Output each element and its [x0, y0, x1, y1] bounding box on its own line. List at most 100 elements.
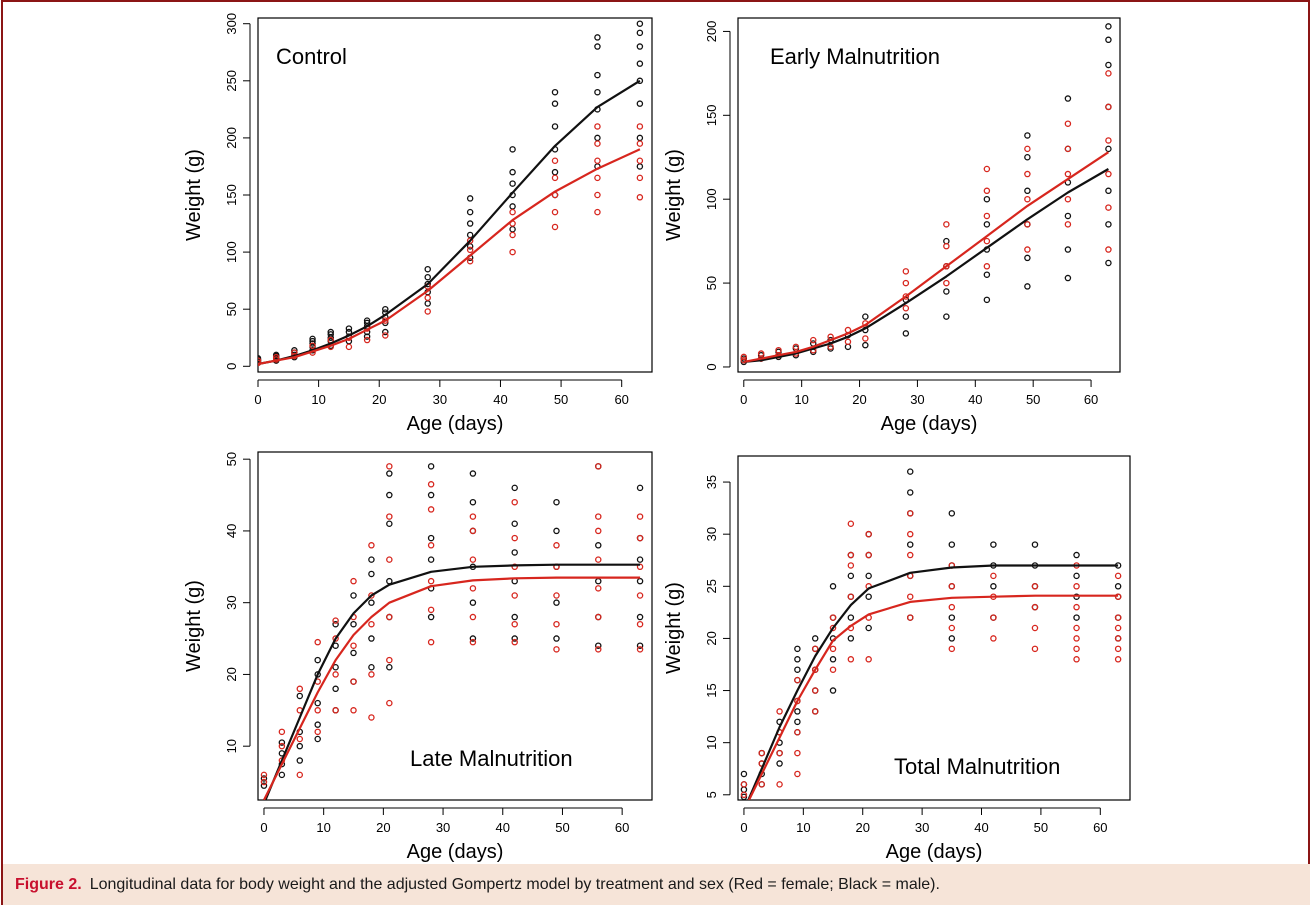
data-point-black: [345, 325, 353, 332]
data-point-red: [382, 317, 389, 324]
data-point-red: [594, 123, 601, 130]
x-tick-label: 20: [855, 820, 869, 835]
data-point-black: [595, 542, 602, 549]
data-point-red: [847, 520, 855, 528]
y-tick-label: 150: [224, 184, 239, 206]
x-tick-label: 30: [915, 820, 929, 835]
panel-early-malnutrition: 0 10 20 30 40 50 60 0 50 100 150 200 Age (days) Weigh…: [663, 17, 1121, 435]
data-point-red: [943, 263, 950, 270]
data-point-black: [948, 635, 956, 642]
data-point-black: [551, 100, 559, 107]
y-tick-label: 100: [704, 188, 719, 210]
data-point-red: [296, 735, 304, 743]
y-tick-label: 10: [704, 735, 719, 749]
data-point-black: [983, 296, 991, 304]
data-point-red: [469, 527, 477, 535]
data-point-red: [386, 513, 393, 520]
data-point-red: [350, 642, 357, 649]
data-point-red: [1105, 246, 1112, 253]
data-point-black: [427, 613, 435, 621]
x-tick-label: 50: [554, 392, 568, 407]
data-point-red: [1073, 603, 1080, 611]
data-point-black: [278, 771, 286, 779]
data-point-red: [636, 194, 644, 201]
data-point-black: [636, 642, 644, 649]
data-point-black: [386, 520, 393, 528]
data-point-red: [792, 343, 800, 351]
data-point-red: [902, 293, 910, 300]
y-tick-label: 250: [224, 70, 239, 92]
fitted-curve-black: [747, 564, 1119, 800]
y-tick-label: 20: [224, 667, 239, 681]
data-point-black: [594, 134, 601, 142]
data-point-black: [368, 570, 375, 578]
data-point-red: [1114, 614, 1122, 621]
y-tick-label: 150: [704, 104, 719, 126]
y-tick-label: 10: [224, 739, 239, 753]
y-tick-label: 0: [704, 363, 719, 370]
data-point-black: [509, 168, 516, 176]
data-point-red: [758, 749, 766, 757]
data-point-red: [1031, 583, 1039, 590]
data-point-red: [466, 246, 474, 254]
data-layer: [260, 463, 644, 800]
data-point-red: [847, 656, 855, 663]
x-tick-label: 40: [496, 820, 510, 835]
data-point-red: [948, 624, 956, 632]
data-point-black: [509, 146, 516, 153]
data-point-red: [811, 666, 819, 673]
data-point-red: [906, 530, 914, 538]
data-point-red: [595, 556, 602, 563]
data-point-black: [636, 29, 644, 37]
data-point-red: [511, 592, 518, 599]
data-point-red: [350, 678, 357, 685]
data-point-black: [309, 335, 316, 343]
data-point-red: [829, 624, 837, 632]
data-point-red: [776, 749, 783, 757]
data-point-red: [553, 542, 560, 549]
data-point-black: [983, 271, 991, 278]
x-tick-label: 20: [852, 392, 866, 407]
data-point-black: [466, 208, 474, 216]
data-point-red: [350, 707, 357, 714]
data-point-red: [983, 187, 991, 195]
data-point-black: [794, 656, 801, 663]
data-point-red: [636, 157, 644, 164]
data-point-black: [350, 649, 357, 657]
data-point-red: [636, 592, 644, 599]
x-tick-label: 0: [740, 820, 747, 835]
data-point-black: [636, 484, 644, 492]
data-point-red: [1064, 120, 1072, 127]
data-point-black: [296, 757, 304, 764]
data-point-red: [469, 513, 477, 520]
y-tick-label: 50: [224, 302, 239, 316]
data-point-black: [740, 770, 748, 778]
x-tick-label: 10: [796, 820, 810, 835]
data-point-red: [386, 463, 393, 470]
data-point-red: [427, 481, 435, 488]
data-point-red: [594, 208, 601, 216]
data-point-black: [948, 510, 956, 517]
data-point-red: [551, 223, 559, 231]
data-point-red: [865, 551, 872, 559]
x-tick-label: 30: [910, 392, 924, 407]
data-point-black: [511, 613, 518, 621]
data-point-red: [636, 534, 644, 542]
data-point-black: [424, 265, 431, 273]
data-point-red: [906, 614, 914, 621]
data-point-black: [314, 721, 321, 728]
data-point-black: [466, 231, 474, 239]
data-point-black: [511, 549, 518, 556]
y-tick-label: 25: [704, 579, 719, 593]
x-tick-label: 60: [614, 392, 628, 407]
data-point-red: [1105, 103, 1112, 111]
data-point-red: [386, 556, 393, 563]
panel-title: Total Malnutrition: [894, 754, 1060, 779]
data-point-black: [509, 226, 516, 233]
data-point-red: [469, 613, 477, 621]
y-tick-label: 35: [704, 475, 719, 489]
data-point-red: [368, 714, 375, 721]
data-point-black: [636, 556, 644, 563]
data-point-black: [990, 583, 997, 590]
